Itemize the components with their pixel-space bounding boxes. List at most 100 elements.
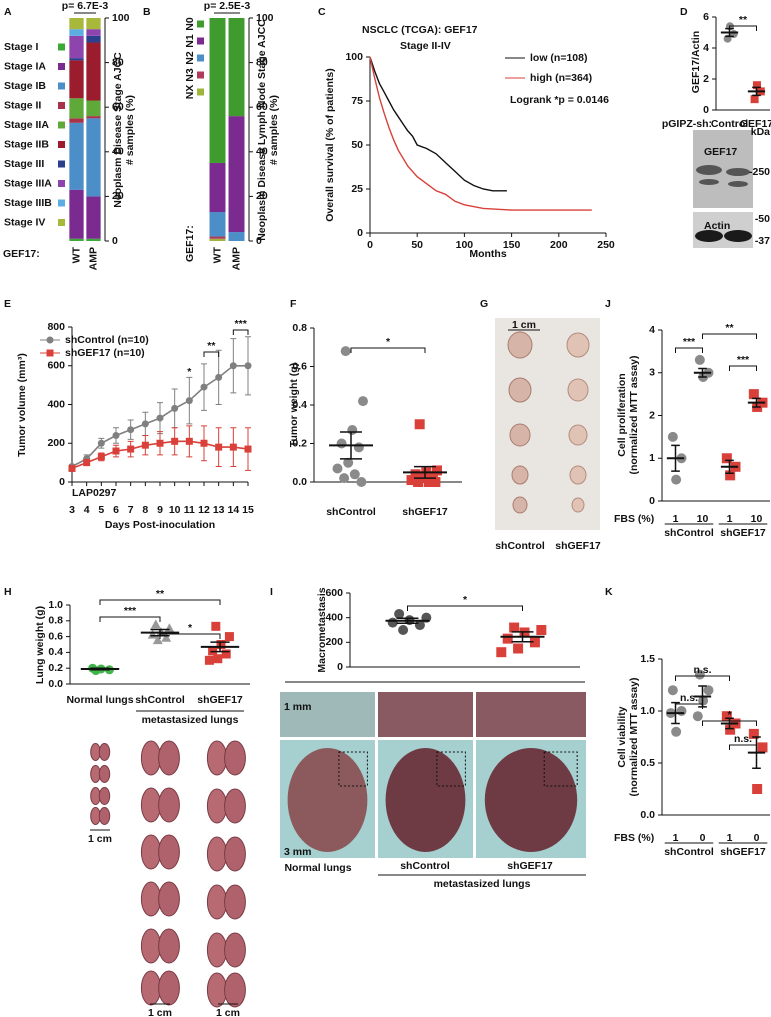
legend-swatch [58,141,65,148]
lung-lobe [206,932,228,968]
chart-title: p= 6.7E-3 [62,0,109,12]
x-tick-label: 200 [550,239,568,251]
y-tick-label: 0 [337,661,343,673]
x-tick-label: 1 [673,832,679,844]
blot-band [724,230,752,242]
blot-label: GEF17 [704,146,737,158]
bar-segment [209,236,226,239]
data-point [112,432,120,439]
panel-label: A [4,6,12,18]
lung-lobe [224,740,246,776]
y-axis-label: Overall survival (% of patients) [324,68,336,221]
x-tick-label: 11 [184,504,195,516]
y-tick-label: 0.2 [48,662,63,674]
significance-label: *** [737,354,750,366]
data-point [502,633,513,644]
annotation: LAP0297 [72,487,117,499]
significance-label: *** [124,605,137,617]
data-point [357,396,368,407]
lung-lobe [98,743,111,761]
sem-bar [414,465,436,479]
data-point [676,706,687,716]
data-point [692,711,703,722]
y-tick-label: 80 [112,56,124,68]
x-axis-label: Months [469,248,506,260]
bar-segment [228,116,245,233]
blot-band [695,230,723,242]
legend-label: shGEF17 (n=10) [65,347,145,359]
y-tick-label: 0.0 [48,678,63,690]
blot-band [728,181,748,187]
image-label: shGEF17 [507,860,553,872]
group-label: metastasized lungs [434,878,531,890]
significance-bracket [729,25,757,31]
significance-label: * [386,336,391,348]
data-point [97,439,105,447]
y-tick-label: 100 [112,12,130,24]
legend-swatch [58,180,65,187]
legend-label: N3 [184,68,196,82]
y-tick-label: 20 [256,190,268,202]
significance-label: * [187,366,192,378]
series-line [369,56,592,211]
sem-bar [340,431,362,460]
y-tick-label: 4 [703,42,709,54]
x-tick-label: 1 [673,513,679,525]
photo-top [476,692,586,737]
image-label: shGEF17 [555,540,601,552]
y-tick-label: 0 [112,235,118,247]
y-tick-label: 3 [649,367,655,379]
blot-band [699,179,719,185]
data-point [356,477,367,487]
significance-label: ** [207,340,216,352]
data-point [667,685,678,696]
bar-segment [69,189,84,239]
legend-label: low (n=108) [530,52,587,64]
scale-label: 1 cm [88,833,112,845]
scale-label: 1 cm [216,1007,240,1017]
y-tick-label: 0.6 [292,360,307,372]
significance-bracket [350,347,426,353]
chart-title: NSCLC (TCGA): GEF17 [362,24,478,36]
data-point [171,437,179,445]
legend-label: Stage I [4,41,39,53]
data-point [208,646,218,656]
x-tick-label: Control [711,118,748,130]
y-axis-label: Macrometastasis [316,587,328,672]
x-tick-label: 8 [142,504,148,516]
data-point [721,453,732,464]
y-tick-label: 2 [649,409,655,421]
significance-label: ** [725,322,734,334]
lung-lobe [206,884,228,920]
data-point [141,420,149,428]
x-tick-label: 14 [227,504,239,516]
blot-marker: -50 [755,213,770,225]
lung-lobe [140,834,162,870]
sem-bar [90,667,110,671]
bar-segment [69,18,84,30]
legend-label: NX [184,85,196,100]
significance-label: * [188,622,193,634]
group-label: shGEF17 [720,846,766,858]
x-tick-label: 50 [411,239,423,251]
tumor [508,377,532,403]
y-tick-label: 400 [325,611,343,623]
significance-label: *** [683,336,696,348]
data-point [112,447,120,455]
significance-label: n.s. [734,733,752,745]
y-axis-label: # samples (%) [268,95,280,165]
legend-label: N2 [184,51,196,65]
legend-label: Stage II [4,99,41,111]
scale-label: 1 cm [148,1007,172,1017]
significance-bracket [702,333,757,339]
data-point [200,383,208,391]
sem-bar [511,631,534,643]
data-point [353,442,364,453]
y-axis-label: Cell proliferation [616,373,628,456]
photo-top [280,692,375,737]
data-point [387,617,398,628]
data-point [343,457,354,468]
data-point [171,404,179,412]
y-tick-label: 0 [703,104,709,116]
bar-segment [86,118,101,197]
